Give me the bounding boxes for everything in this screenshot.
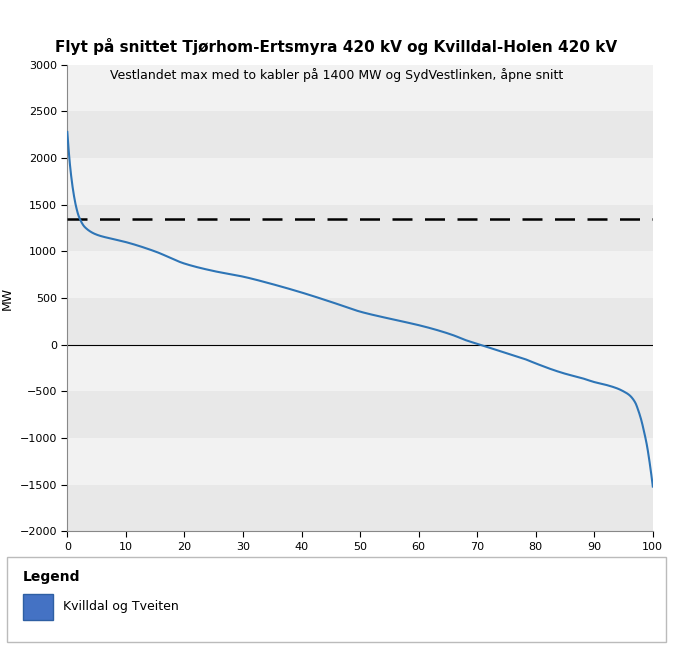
- Text: Flyt på snittet Tjørhom-Ertsmyra 420 kV og Kvilldal-Holen 420 kV: Flyt på snittet Tjørhom-Ertsmyra 420 kV …: [55, 38, 618, 55]
- Bar: [67, 345, 653, 391]
- Text: Vestlandet max med to kabler på 1400 MW og SydVestlinken, åpne snitt: Vestlandet max med to kabler på 1400 MW …: [110, 68, 563, 82]
- Bar: [67, 65, 653, 111]
- Text: Kvilldal og Tveiten: Kvilldal og Tveiten: [63, 601, 178, 614]
- Bar: [67, 438, 653, 485]
- Bar: [67, 158, 653, 205]
- Text: Legend: Legend: [23, 570, 81, 584]
- FancyBboxPatch shape: [23, 594, 53, 621]
- Bar: [67, 485, 653, 531]
- Bar: [67, 251, 653, 298]
- Bar: [67, 111, 653, 158]
- Bar: [67, 391, 653, 438]
- Y-axis label: MW: MW: [1, 286, 14, 310]
- Bar: [67, 205, 653, 251]
- Bar: [67, 298, 653, 345]
